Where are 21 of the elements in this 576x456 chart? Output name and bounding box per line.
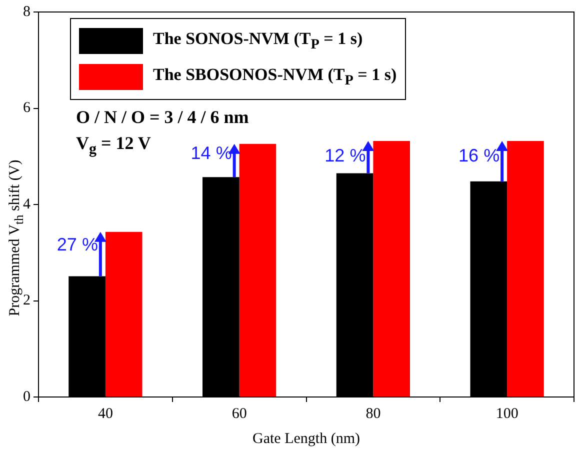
bar: [105, 232, 142, 396]
annotation: O / N / O = 3 / 4 / 6 nm: [76, 106, 249, 129]
annotation: 14 %: [190, 142, 232, 163]
bar: [239, 144, 276, 396]
annotation: 27 %: [56, 234, 98, 254]
x-tick-label: 80: [366, 406, 381, 422]
annotation: 12 %: [324, 145, 366, 166]
y-tick-label: 8: [23, 4, 30, 20]
annotation: 16 %: [458, 145, 500, 166]
y-tick-label: 2: [23, 292, 30, 309]
x-axis-title: Gate Length (nm): [252, 430, 360, 447]
bar: [507, 140, 544, 396]
x-tick-label: 40: [98, 406, 113, 422]
y-tick-label: 0: [23, 388, 30, 405]
legend-label: The SONOS-NVM (T$_{P}$ = 1 s): [153, 28, 363, 54]
y-tick-label: 6: [23, 100, 31, 116]
annotation: V$_{g}$ = 12 V: [76, 133, 151, 158]
legend-label: The SBOSONOS-NVM (T$_{P}$ = 1 s): [153, 64, 397, 90]
x-tick-label: 60: [232, 406, 247, 422]
bar: [373, 140, 410, 396]
x-tick-label: 100: [496, 406, 518, 422]
